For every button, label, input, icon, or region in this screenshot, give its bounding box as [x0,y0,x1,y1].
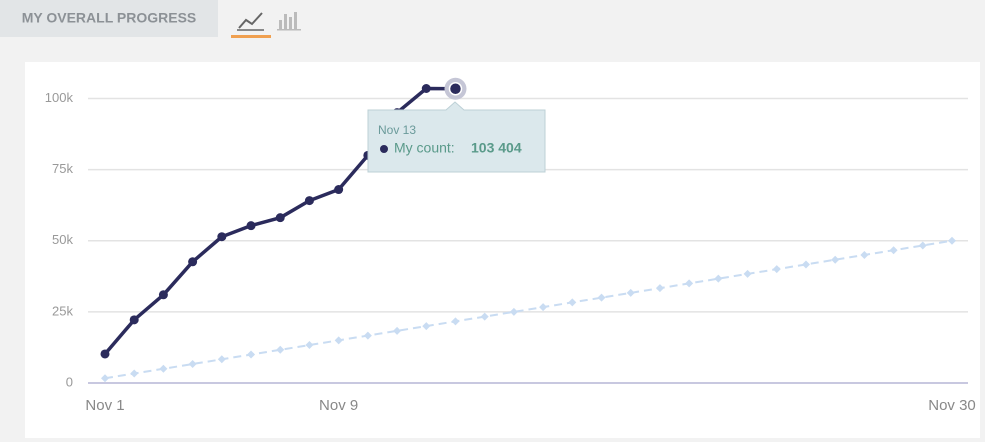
point [217,232,227,242]
point [246,221,256,231]
target-marker [948,236,956,245]
point [334,185,344,195]
point [100,349,110,359]
target-marker [130,369,139,378]
point [421,83,431,93]
target-marker [685,279,694,288]
target-marker [217,355,226,364]
target-marker [509,307,518,316]
bar-view-icon[interactable] [277,12,301,31]
target-marker [889,246,898,255]
target-marker [626,288,635,297]
tab-title: MY OVERALL PROGRESS [22,10,197,26]
series-line [104,239,953,380]
line-view-icon[interactable] [237,12,264,31]
point [188,257,198,267]
target-marker [188,360,197,369]
x-tick-label: Nov 30 [928,397,976,414]
target-marker [305,341,314,350]
point [275,213,285,223]
tooltip-date: Nov 13 [378,123,416,137]
x-tick-label: Nov 1 [85,397,124,414]
target-marker [772,265,781,274]
tab[interactable] [0,0,218,37]
target-marker [363,331,372,340]
target-marker [918,241,927,250]
point [448,82,463,96]
x-tick-label: Nov 9 [319,397,358,414]
target-marker [159,364,168,373]
y-tick-label: 0 [66,374,73,389]
tooltip: Nov 13 My count: 103 404 [367,101,546,173]
target-marker [743,269,752,278]
tooltip-box [367,101,546,173]
y-tick-label: 75k [52,161,73,176]
tooltip-label: My count: [394,140,455,156]
point [158,290,168,300]
target-marker [801,260,810,269]
target-marker [334,336,343,345]
y-tick-label: 25k [52,303,73,318]
target-marker [393,326,402,335]
target-marker [422,322,431,331]
point [129,315,139,325]
target-marker [655,284,664,293]
target-marker [539,303,548,312]
target-marker [480,312,489,321]
target-marker [101,374,109,383]
tooltip-dot [380,145,388,153]
target-marker [597,293,606,302]
active-underline [231,35,271,38]
target-marker [831,255,840,264]
target-marker [568,298,577,307]
y-tick-label: 100k [45,90,74,105]
y-tick-label: 50k [52,232,73,247]
target-marker [247,350,256,359]
tooltip-value: 103 404 [471,140,522,156]
target-marker [860,250,869,259]
target-marker [451,317,460,326]
point [304,196,314,206]
target-marker [276,345,285,354]
target-marker [714,274,723,283]
